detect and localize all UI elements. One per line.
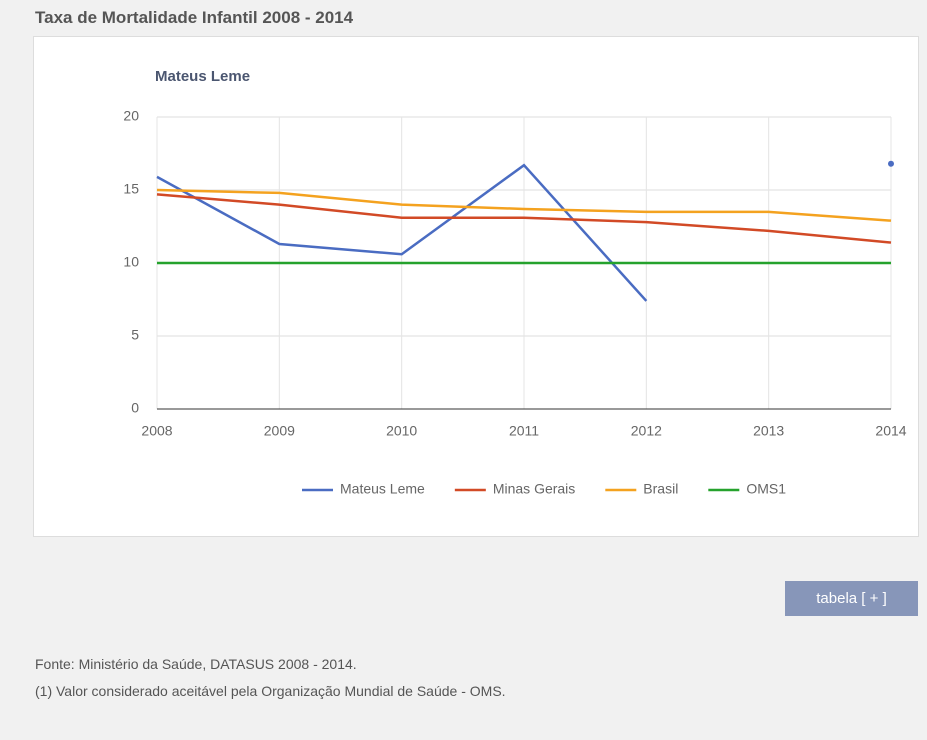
series-line: [156, 188, 892, 222]
x-tick-label: 2011: [509, 423, 539, 439]
x-tick-label: 2013: [753, 423, 784, 439]
x-tick-label: 2014: [875, 423, 906, 439]
chart-panel: [33, 36, 919, 537]
legend-label: Minas Gerais: [493, 481, 575, 497]
x-tick-label: 2010: [386, 423, 417, 439]
source-note: Fonte: Ministério da Saúde, DATASUS 2008…: [35, 656, 357, 672]
table-toggle-button[interactable]: tabela [ + ]: [785, 581, 918, 616]
legend-label: Brasil: [643, 481, 678, 497]
chart: Mateus Leme 0 5 10 15 20 2008 2009 2010 2011 2012…: [123, 68, 906, 497]
series-line: [156, 193, 892, 244]
chart-title: Mateus Leme: [155, 68, 250, 85]
y-tick-label: 15: [123, 181, 139, 197]
footnote: (1) Valor considerado aceitável pela Org…: [35, 683, 506, 699]
x-tick-label: 2012: [631, 423, 662, 439]
legend-label: OMS1: [746, 481, 786, 497]
x-tick-label: 2008: [141, 423, 172, 439]
y-tick-label: 5: [131, 327, 139, 343]
y-tick-label: 10: [123, 254, 139, 270]
page-title: Taxa de Mortalidade Infantil 2008 - 2014: [35, 8, 354, 27]
y-tick-label: 0: [131, 400, 139, 416]
y-tick-label: 20: [123, 108, 139, 124]
x-tick-label: 2009: [264, 423, 295, 439]
legend-label: Mateus Leme: [340, 481, 425, 497]
data-point: [888, 160, 894, 167]
